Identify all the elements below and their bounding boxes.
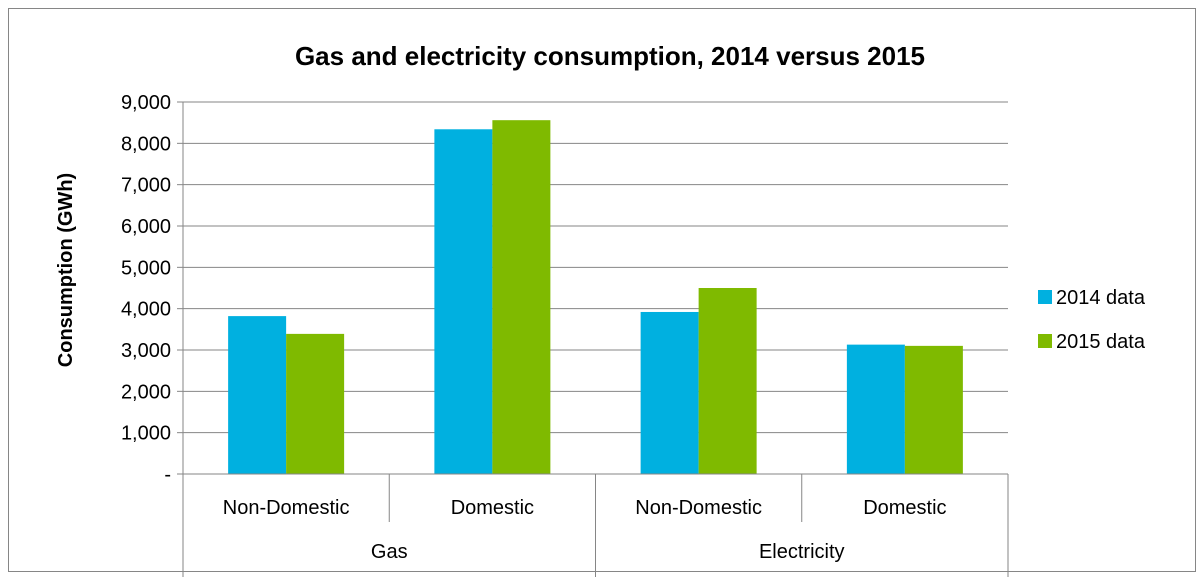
x-category-label: Non-Domestic (635, 497, 762, 519)
chart-title: Gas and electricity consumption, 2014 ve… (295, 41, 925, 71)
legend-swatch (1038, 290, 1052, 304)
y-tick-label: 9,000 (121, 92, 171, 114)
y-tick-label: - (164, 464, 171, 486)
y-tick-label: 6,000 (121, 216, 171, 238)
legend: 2014 data 2015 data (1038, 287, 1146, 353)
x-category-label: Domestic (863, 497, 946, 519)
legend-swatch (1038, 334, 1052, 348)
x-group-label: Gas (371, 541, 408, 563)
x-category-label: Domestic (451, 497, 534, 519)
x-category-label: Non-Domestic (223, 497, 350, 519)
y-tick-label: 8,000 (121, 133, 171, 155)
y-tick-label: 4,000 (121, 299, 171, 321)
bar-2015-data (904, 345, 963, 474)
bar-2015-data (286, 333, 345, 474)
bar-2014-data (846, 344, 905, 474)
y-tick-label: 2,000 (121, 381, 171, 403)
y-tick-label: 7,000 (121, 175, 171, 197)
y-tick-label: 1,000 (121, 423, 171, 445)
y-axis-label: Consumption (GWh) (55, 173, 77, 367)
bars (228, 120, 963, 474)
bar-2014-data (434, 129, 493, 474)
bar-2015-data (698, 288, 757, 474)
x-group-label: Electricity (759, 541, 845, 563)
legend-label: 2015 data (1056, 331, 1146, 353)
y-tick-label: 5,000 (121, 257, 171, 279)
bar-2014-data (228, 316, 287, 474)
y-tick-labels: - 1,000 2,000 3,000 4,000 5,000 6,000 7,000 8,00… (121, 92, 171, 486)
x-axis: Non-Domestic Domestic Non-Domestic Domestic… (182, 473, 1009, 577)
bar-2014-data (640, 311, 699, 474)
y-tick-label: 3,000 (121, 340, 171, 362)
bar-2015-data (492, 120, 551, 474)
legend-label: 2014 data (1056, 287, 1146, 309)
